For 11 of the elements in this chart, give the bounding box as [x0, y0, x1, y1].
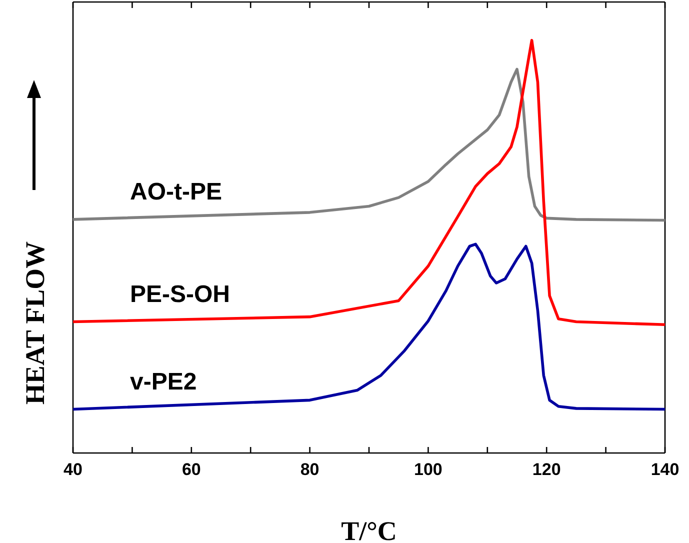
series-label: v-PE2	[130, 368, 197, 396]
series-label: PE-S-OH	[130, 280, 230, 308]
x-tick-label: 40	[64, 460, 82, 480]
x-axis-title: T/°C	[341, 516, 397, 543]
x-tick-label: 80	[300, 460, 320, 480]
series-label: AO-t-PE	[130, 178, 222, 206]
y-axis-title: HEAT FLOW	[20, 241, 50, 405]
x-tick-label: 100	[414, 460, 442, 480]
x-tick-label: 120	[532, 460, 561, 480]
x-tick-label: 140	[650, 460, 680, 480]
x-tick-label: 60	[182, 460, 201, 480]
